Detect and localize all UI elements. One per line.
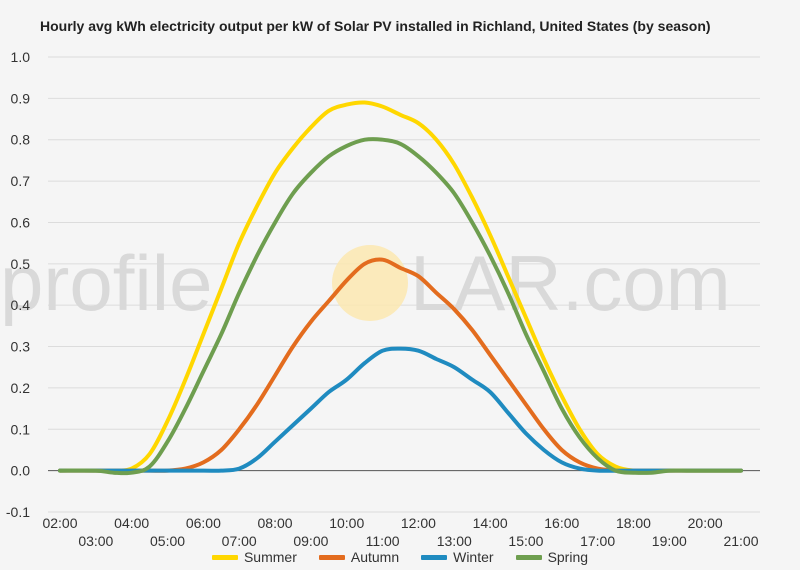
watermark: profile LAR.com — [0, 239, 731, 327]
legend: Summer Autumn Winter Spring — [0, 549, 800, 565]
x-tick-label: 21:00 — [723, 533, 758, 549]
x-tick-label: 15:00 — [508, 533, 543, 549]
y-tick-label: 0.5 — [11, 256, 31, 272]
series-line-winter — [58, 346, 743, 473]
legend-item-autumn[interactable]: Autumn — [318, 549, 400, 565]
chart-title: Hourly avg kWh electricity output per kW… — [40, 18, 711, 34]
x-tick-label: 04:00 — [114, 515, 149, 531]
y-tick-label: -0.1 — [6, 504, 30, 520]
x-axis-ticks: 02:0003:0004:0005:0006:0007:0008:0009:00… — [42, 515, 758, 549]
x-tick-label: 19:00 — [652, 533, 687, 549]
x-tick-label: 14:00 — [473, 515, 508, 531]
y-tick-label: 0.8 — [11, 132, 31, 148]
x-tick-label: 11:00 — [366, 533, 400, 549]
x-tick-label: 18:00 — [616, 515, 651, 531]
series-line-spring — [58, 137, 743, 476]
legend-swatch — [211, 554, 238, 560]
x-tick-label: 08:00 — [258, 515, 293, 531]
y-tick-label: 0.1 — [11, 421, 31, 437]
watermark-text-right: LAR.com — [410, 239, 731, 327]
grid-lines — [48, 56, 760, 513]
x-tick-label: 13:00 — [437, 533, 472, 549]
legend-label: Summer — [243, 549, 297, 565]
y-tick-label: 0.6 — [11, 214, 31, 230]
legend-item-summer[interactable]: Summer — [211, 549, 297, 565]
y-tick-label: 1.0 — [11, 49, 31, 65]
legend-label: Winter — [453, 549, 494, 565]
x-tick-label: 03:00 — [78, 533, 113, 549]
y-tick-label: 0.2 — [11, 380, 31, 396]
series-lines — [58, 100, 743, 476]
watermark-text-left: profile — [0, 239, 212, 327]
legend-swatch — [318, 554, 345, 560]
y-tick-label: 0.4 — [11, 297, 31, 313]
legend-swatch — [421, 554, 448, 560]
legend-swatch — [515, 554, 542, 560]
y-tick-label: 0.3 — [11, 339, 31, 355]
x-tick-label: 17:00 — [580, 533, 615, 549]
y-tick-label: 0.7 — [11, 173, 31, 189]
y-tick-label: 0.9 — [11, 90, 31, 106]
x-tick-label: 10:00 — [329, 515, 364, 531]
x-tick-label: 09:00 — [293, 533, 328, 549]
x-tick-label: 02:00 — [42, 515, 77, 531]
x-tick-label: 16:00 — [544, 515, 579, 531]
x-tick-label: 20:00 — [688, 515, 723, 531]
y-tick-label: 0.0 — [11, 463, 31, 479]
x-tick-label: 12:00 — [401, 515, 436, 531]
x-tick-label: 06:00 — [186, 515, 221, 531]
legend-item-spring[interactable]: Spring — [515, 549, 589, 565]
legend-item-winter[interactable]: Winter — [421, 549, 494, 565]
series-line-summer — [58, 100, 743, 473]
x-tick-label: 05:00 — [150, 533, 185, 549]
legend-label: Spring — [547, 549, 589, 565]
x-tick-label: 07:00 — [222, 533, 257, 549]
series-line-autumn — [58, 257, 743, 473]
legend-label: Autumn — [350, 549, 400, 565]
y-axis-ticks: -0.1 0.0 0.1 0.2 0.3 0.4 0.5 0.6 0.7 0.8 0.9 1.0 — [6, 49, 30, 520]
